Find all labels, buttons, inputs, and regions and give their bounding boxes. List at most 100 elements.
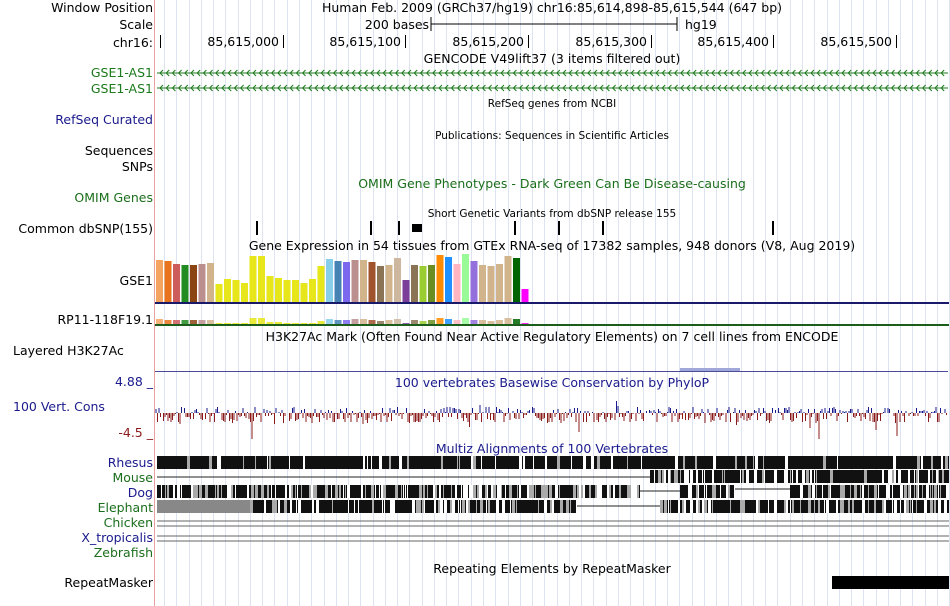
multiz-species-xtropicalis[interactable]: X_tropicalis [81, 530, 153, 545]
gtex-tissue-bar-small [258, 318, 265, 324]
alignment-mismatch [335, 485, 337, 498]
alignment-mismatch [796, 470, 798, 483]
gtex-track-title[interactable]: Gene Expression in 54 tissues from GTEx … [248, 238, 856, 253]
multiz-track-title[interactable]: Multiz Alignments of 100 Vertebrates [435, 441, 669, 456]
alignment-mismatch [549, 485, 552, 498]
alignment-mismatch [337, 485, 338, 498]
multiz-species-dog[interactable]: Dog [127, 485, 153, 500]
gtex-tissue-bar-small [224, 323, 231, 324]
alignment-mismatch [570, 500, 571, 513]
gencode-item-label-1[interactable]: GSE1-AS1 [90, 65, 153, 80]
alignment-mismatch [619, 485, 621, 498]
publications-sequences-label[interactable]: Sequences [84, 143, 153, 158]
phylop-track-title[interactable]: 100 vertebrates Basewise Conservation by… [394, 375, 710, 390]
alignment-mismatch [816, 485, 817, 498]
alignment-mismatch [921, 456, 923, 469]
alignment-mismatch [664, 470, 666, 483]
multiz-species-chicken[interactable]: Chicken [103, 515, 153, 530]
alignment-mismatch [325, 485, 328, 498]
alignment-mismatch [874, 500, 876, 513]
repeatmasker-track-title[interactable]: Repeating Elements by RepeatMasker [433, 561, 671, 576]
alignment-mismatch [251, 485, 254, 498]
repeatmasker-track-label[interactable]: RepeatMasker [64, 575, 153, 590]
alignment-mismatch [517, 485, 518, 498]
alignment-mismatch [814, 470, 815, 483]
gtex-tissue-bar-small [513, 319, 520, 324]
multiz-species-rhesus[interactable]: Rhesus [107, 455, 153, 470]
alignment-mismatch [900, 485, 903, 498]
multiz-species-mouse[interactable]: Mouse [112, 470, 153, 485]
alignment-mismatch [529, 485, 532, 498]
alignment-mismatch [690, 500, 692, 513]
gtex-tissue-bar [470, 261, 478, 302]
gtex-tissue-bar [402, 280, 410, 302]
omim-track-label[interactable]: OMIM Genes [74, 190, 153, 205]
dbsnp-track-label[interactable]: Common dbSNP(155) [18, 221, 153, 236]
refseq-track-title[interactable]: RefSeq genes from NCBI [487, 98, 617, 110]
alignment-mismatch [934, 500, 936, 513]
alignment-mismatch [882, 500, 885, 513]
alignment-mismatch [945, 456, 948, 469]
gencode-track-title[interactable]: GENCODE V49lift37 (3 items filtered out) [423, 51, 681, 66]
repeat-element [832, 576, 949, 589]
ruler-tick [528, 35, 529, 48]
alignment-block [680, 485, 735, 498]
ruler-position-label: 85,615,500 [820, 34, 892, 49]
alignment-mismatch [495, 456, 496, 469]
alignment-mismatch [854, 485, 857, 498]
refseq-track-label[interactable]: RefSeq Curated [55, 112, 153, 127]
gencode-item-label-2[interactable]: GSE1-AS1 [90, 81, 153, 96]
alignment-mismatch [215, 485, 216, 498]
alignment-mismatch [401, 485, 402, 498]
dbsnp-track-title[interactable]: Short Genetic Variants from dbSNP releas… [427, 208, 677, 220]
alignment-mismatch [850, 485, 851, 498]
ruler-tick [160, 35, 161, 48]
gtex-gene-label-rp11[interactable]: RP11-118F19.1 [57, 312, 153, 327]
alignment-mismatch [941, 456, 943, 469]
alignment-mismatch [768, 500, 769, 513]
publications-track-title[interactable]: Publications: Sequences in Scientific Ar… [435, 130, 669, 142]
alignment-mismatch [591, 456, 594, 469]
publications-snps-label[interactable]: SNPs [121, 159, 153, 174]
alignment-mismatch [745, 456, 747, 469]
snp-variant [558, 221, 560, 235]
alignment-mismatch [177, 485, 180, 498]
alignment-mismatch [167, 485, 169, 498]
alignment-mismatch [491, 485, 494, 498]
strand-arrow [159, 84, 945, 92]
alignment-mismatch [898, 470, 901, 483]
gtex-gene-label-gse1[interactable]: GSE1 [119, 273, 153, 288]
multiz-species-elephant[interactable]: Elephant [97, 500, 153, 515]
alignment-mismatch [424, 500, 425, 513]
alignment-mismatch [309, 485, 311, 498]
alignment-mismatch [928, 470, 930, 483]
alignment-mismatch [742, 470, 744, 483]
alignment-mismatch [611, 456, 613, 469]
h3k27ac-track-title[interactable]: H3K27Ac Mark (Often Found Near Active Re… [265, 329, 839, 344]
gtex-tissue-bar-small [428, 320, 435, 324]
alignment-mismatch [662, 470, 665, 483]
alignment-mismatch [917, 456, 920, 469]
alignment-mismatch [416, 500, 419, 513]
phylop-track-label[interactable]: 100 Vert. Cons [13, 399, 105, 414]
h3k27ac-track-label[interactable]: Layered H3K27Ac [13, 343, 124, 358]
gtex-tissue-bar [275, 278, 282, 302]
alignment-mismatch [708, 500, 711, 513]
alignment-mismatch [560, 500, 563, 513]
alignment-mismatch [552, 500, 554, 513]
alignment-mismatch [894, 500, 897, 513]
multiz-species-zebrafish[interactable]: Zebrafish [93, 545, 153, 560]
alignment-mismatch [363, 456, 365, 469]
omim-track-title[interactable]: OMIM Gene Phenotypes - Dark Green Can Be… [358, 176, 746, 191]
gtex-tissue-bar-small [232, 323, 240, 324]
alignment-mismatch [488, 500, 490, 513]
scale-bar-label: 200 bases [364, 17, 430, 32]
alignment-mismatch [331, 485, 332, 498]
